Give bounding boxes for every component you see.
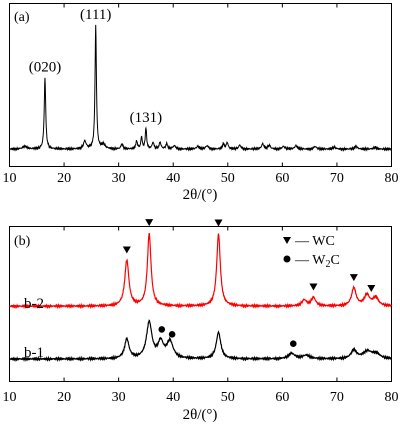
panel-b-tag: (b) bbox=[14, 234, 31, 249]
x-tick-label-a-70: 70 bbox=[330, 171, 344, 186]
wc-marker-0-4 bbox=[349, 274, 358, 282]
legend-w2c-sub: 2 bbox=[325, 259, 330, 270]
wc-marker-0-5 bbox=[367, 285, 376, 293]
panel-b: (b) b-2 b-1 — WC — W2C 10 20 30 40 50 60 70 80 … bbox=[3, 219, 399, 423]
panel-a-frame bbox=[9, 3, 392, 167]
x-tick-label-a-60: 60 bbox=[275, 171, 289, 186]
x-tick-label-a-40: 40 bbox=[166, 171, 180, 186]
w2c-marker-1-1 bbox=[168, 330, 176, 338]
legend-w2c-main: — W bbox=[294, 253, 326, 268]
peak-annotations-a: (020) (111) (131) bbox=[29, 7, 162, 126]
x-tick-label-b-40: 40 bbox=[166, 390, 180, 405]
x-tick-label-b-80: 80 bbox=[385, 390, 399, 405]
x-tick-label-a-30: 30 bbox=[112, 171, 126, 186]
wc-marker-0-2 bbox=[214, 219, 223, 227]
x-tick-label-b-30: 30 bbox=[112, 390, 126, 405]
peak-label-2: (131) bbox=[130, 110, 163, 126]
x-tick-label-a-50: 50 bbox=[221, 171, 235, 186]
x-tick-label-b-60: 60 bbox=[275, 390, 289, 405]
wc-marker-0-1 bbox=[145, 219, 154, 227]
panel-b-frame bbox=[9, 226, 392, 382]
x-tick-label-b-50: 50 bbox=[221, 390, 235, 405]
series-label-b-1: b-1 bbox=[24, 345, 44, 361]
w2c-marker-1-2 bbox=[289, 340, 297, 348]
legend-w2c-marker bbox=[283, 255, 291, 263]
x-tick-label-a-80: 80 bbox=[385, 171, 399, 186]
legend: — WC — W2C bbox=[283, 234, 340, 270]
panel-a: (a) (020) (111) (131) 10 20 30 40 50 60 70 80 2θ/… bbox=[3, 3, 399, 203]
legend-wc-label: — WC bbox=[294, 234, 335, 249]
peak-label-0: (020) bbox=[29, 60, 62, 76]
legend-wc-marker bbox=[283, 237, 291, 244]
wc-marker-0-0 bbox=[122, 246, 131, 254]
xrd-trace-b-2 bbox=[9, 232, 392, 310]
x-axis-label-a: 2θ/(°) bbox=[183, 187, 218, 203]
x-axis-label-b: 2θ/(°) bbox=[183, 407, 218, 423]
xrd-trace-b-1 bbox=[9, 319, 392, 363]
x-axis-ticks-a: 10 20 30 40 50 60 70 80 bbox=[3, 3, 399, 186]
legend-w2c-label: — W2C bbox=[294, 253, 340, 270]
w2c-marker-1-0 bbox=[158, 326, 166, 333]
x-tick-label-b-20: 20 bbox=[57, 390, 71, 405]
panel-a-tag: (a) bbox=[14, 10, 30, 25]
xrd-trace-a bbox=[9, 24, 392, 152]
x-tick-label-a-10: 10 bbox=[3, 171, 17, 186]
peak-label-1: (111) bbox=[80, 7, 111, 23]
x-axis-ticks-b: 10 20 30 40 50 60 70 80 bbox=[3, 226, 399, 405]
wc-marker-0-3 bbox=[309, 283, 318, 291]
x-tick-label-b-10: 10 bbox=[3, 390, 17, 405]
series-label-b-2: b-2 bbox=[24, 296, 44, 312]
legend-w2c-after: C bbox=[330, 253, 339, 268]
x-tick-label-b-70: 70 bbox=[330, 390, 344, 405]
x-tick-label-a-20: 20 bbox=[57, 171, 71, 186]
phase-markers-b bbox=[122, 219, 376, 348]
